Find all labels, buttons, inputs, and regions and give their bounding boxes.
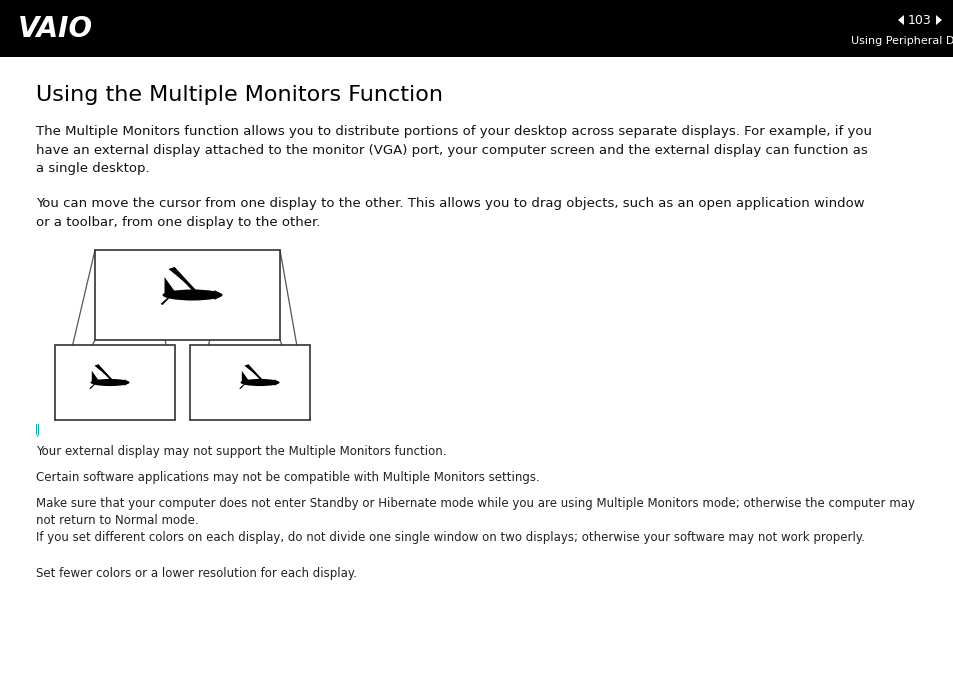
Polygon shape bbox=[897, 15, 903, 25]
Polygon shape bbox=[97, 365, 116, 385]
Text: VAIO: VAIO bbox=[18, 15, 93, 42]
Polygon shape bbox=[172, 267, 202, 299]
Bar bbox=[190, 345, 310, 420]
Polygon shape bbox=[91, 371, 98, 383]
Ellipse shape bbox=[162, 290, 222, 301]
Text: If you set different colors on each display, do not divide one single window on : If you set different colors on each disp… bbox=[36, 531, 864, 544]
Text: The Multiple Monitors function allows you to distribute portions of your desktop: The Multiple Monitors function allows yo… bbox=[36, 125, 871, 175]
Polygon shape bbox=[214, 290, 222, 300]
Polygon shape bbox=[169, 267, 202, 297]
Polygon shape bbox=[90, 383, 97, 389]
Text: Make sure that your computer does not enter Standby or Hibernate mode while you : Make sure that your computer does not en… bbox=[36, 497, 914, 528]
Polygon shape bbox=[36, 424, 39, 434]
Text: Certain software applications may not be compatible with Multiple Monitors setti: Certain software applications may not be… bbox=[36, 471, 539, 484]
Bar bbox=[95, 250, 280, 340]
Polygon shape bbox=[274, 379, 279, 386]
Text: Using the Multiple Monitors Function: Using the Multiple Monitors Function bbox=[36, 86, 443, 105]
Polygon shape bbox=[244, 365, 266, 384]
Text: Set fewer colors or a lower resolution for each display.: Set fewer colors or a lower resolution f… bbox=[36, 567, 356, 580]
Ellipse shape bbox=[240, 379, 279, 386]
Polygon shape bbox=[239, 383, 247, 389]
Polygon shape bbox=[160, 295, 172, 305]
Text: Your external display may not support the Multiple Monitors function.: Your external display may not support th… bbox=[36, 445, 446, 458]
Bar bbox=[0, 0, 953, 57]
Polygon shape bbox=[164, 277, 174, 295]
Ellipse shape bbox=[91, 379, 130, 386]
Polygon shape bbox=[124, 379, 130, 386]
Bar bbox=[55, 345, 174, 420]
Polygon shape bbox=[241, 371, 248, 383]
Polygon shape bbox=[36, 434, 39, 437]
Text: 103: 103 bbox=[907, 13, 931, 26]
Polygon shape bbox=[94, 365, 116, 384]
Polygon shape bbox=[935, 15, 941, 25]
Text: You can move the cursor from one display to the other. This allows you to drag o: You can move the cursor from one display… bbox=[36, 197, 864, 228]
Polygon shape bbox=[247, 365, 266, 385]
Text: Using Peripheral Devices: Using Peripheral Devices bbox=[850, 36, 953, 47]
